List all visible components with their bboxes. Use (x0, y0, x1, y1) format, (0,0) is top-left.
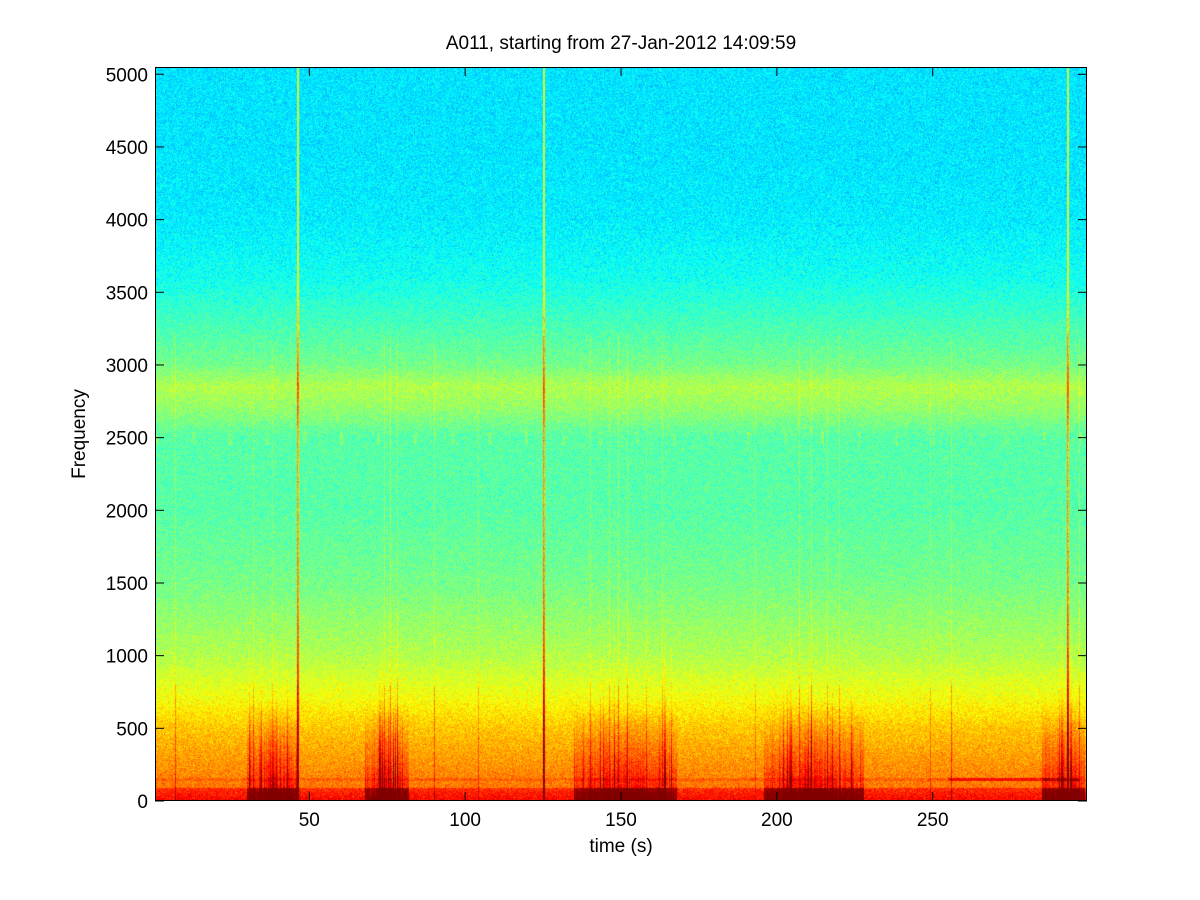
x-tick-label: 250 (917, 810, 949, 831)
x-tick-label: 200 (761, 810, 793, 831)
y-tick-label: 1000 (106, 647, 148, 668)
x-axis-label: time (s) (589, 836, 653, 857)
y-tick-label: 3000 (106, 356, 148, 377)
x-tick-label: 50 (299, 810, 320, 831)
y-tick-label: 500 (116, 719, 148, 740)
spectrogram-heatmap (155, 67, 1087, 801)
x-tick-label: 150 (605, 810, 637, 831)
plot-area (155, 67, 1087, 801)
chart-title: A011, starting from 27-Jan-2012 14:09:59 (445, 33, 797, 54)
y-tick-label: 2000 (106, 501, 148, 522)
x-tick-label: 100 (449, 810, 481, 831)
y-tick-label: 3500 (106, 283, 148, 304)
y-axis-label: Frequency (69, 389, 90, 479)
y-tick-label: 0 (137, 792, 148, 813)
y-tick-label: 5000 (106, 65, 148, 86)
y-tick-label: 4500 (106, 138, 148, 159)
y-tick-label: 2500 (106, 429, 148, 450)
y-tick-label: 1500 (106, 574, 148, 595)
y-tick-label: 4000 (106, 211, 148, 232)
